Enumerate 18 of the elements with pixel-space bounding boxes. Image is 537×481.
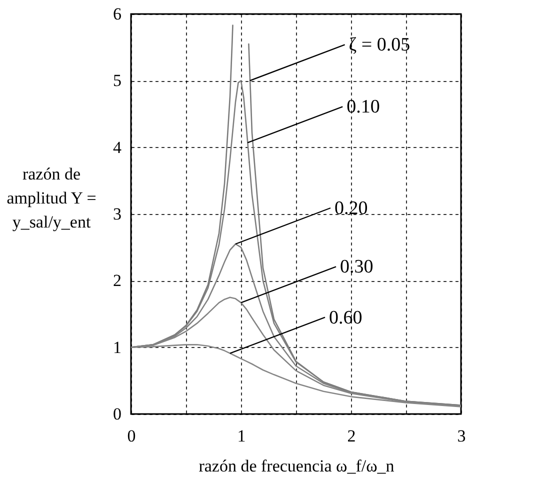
- y-tick-label: 1: [113, 338, 122, 357]
- y-axis-title: razón de amplitud Y = y_sal/y_ent: [6, 164, 96, 232]
- annotation: 0.20: [334, 198, 368, 219]
- y-tick-label: 2: [113, 271, 122, 290]
- x-axis-title: razón de frecuencia ω_f/ω_n: [198, 456, 395, 476]
- y-tick-label: 0: [113, 404, 122, 424]
- y-tick-label: 4: [113, 138, 122, 157]
- x-tick-label: 3: [457, 426, 466, 446]
- y-tick-label: 5: [113, 71, 122, 90]
- x-tick-label: 2: [347, 426, 356, 446]
- x-tick-label: 1: [237, 426, 246, 446]
- annotation: 0.60: [329, 307, 362, 328]
- annotation: ζ = 0.05: [348, 34, 410, 56]
- annotation: 0.30: [340, 256, 374, 278]
- annotation: 0.10: [346, 96, 380, 118]
- y-tick-label: 6: [113, 4, 122, 24]
- x-tick-label: 0: [127, 426, 136, 446]
- y-tick-label: 3: [113, 204, 122, 224]
